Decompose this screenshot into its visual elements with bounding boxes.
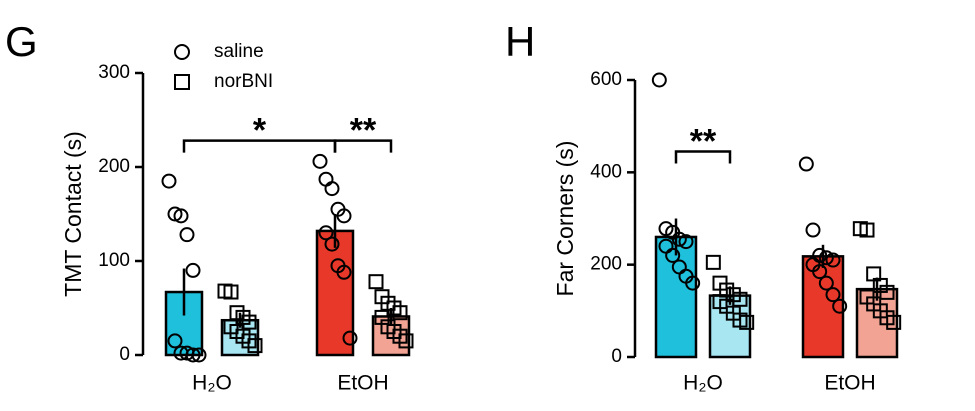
legend-marker	[174, 74, 190, 90]
data-point	[832, 298, 848, 314]
y-tick-label: 200	[98, 156, 130, 177]
y-tick-label: 200	[590, 254, 622, 275]
data-point	[336, 208, 352, 224]
significance-bracket	[333, 139, 393, 153]
y-axis-label: Far Corners (s)	[552, 141, 578, 297]
data-point	[818, 275, 834, 291]
data-point	[392, 305, 408, 321]
data-point	[818, 250, 834, 266]
x-tick-label: EtOH	[824, 372, 875, 395]
data-point	[167, 333, 183, 349]
y-tick-label: 0	[119, 344, 130, 365]
data-point	[173, 208, 189, 224]
x-tick-label: H₂O	[192, 372, 232, 395]
data-point	[223, 284, 239, 300]
data-point	[167, 206, 183, 222]
data-point	[318, 171, 334, 187]
significance-label: **	[350, 112, 377, 150]
data-point	[812, 264, 828, 280]
y-tick-label: 400	[590, 161, 622, 182]
data-point	[179, 227, 195, 243]
data-point	[665, 247, 681, 263]
data-point	[342, 330, 358, 346]
bar	[654, 235, 698, 359]
x-tick-label: H₂O	[683, 372, 723, 395]
bar	[315, 229, 355, 357]
data-point	[705, 254, 721, 270]
data-point	[825, 287, 841, 303]
data-point	[671, 231, 687, 247]
data-point	[161, 173, 177, 189]
data-point	[398, 333, 414, 349]
y-axis-label: TMT Contact (s)	[60, 131, 86, 297]
bar	[801, 255, 845, 359]
significance-bracket	[674, 150, 732, 164]
data-point	[312, 153, 328, 169]
data-point	[247, 338, 263, 354]
data-point	[825, 252, 841, 268]
data-point	[185, 262, 201, 278]
legend-marker	[174, 44, 190, 60]
legend-label: norBNI	[214, 71, 273, 92]
legend-label: saline	[214, 41, 264, 62]
data-point	[678, 234, 694, 250]
data-point	[324, 181, 340, 197]
y-tick-label: 100	[98, 250, 130, 271]
data-point	[859, 222, 875, 238]
significance-label: *	[253, 112, 267, 150]
x-tick-label: EtOH	[337, 372, 388, 395]
data-point	[805, 222, 821, 238]
significance-label: **	[690, 123, 717, 161]
data-point	[685, 275, 701, 291]
y-tick-label: 300	[98, 62, 130, 83]
data-point	[241, 314, 257, 330]
data-point	[879, 284, 895, 300]
data-point	[651, 72, 667, 88]
data-point	[191, 347, 207, 363]
data-point	[336, 264, 352, 280]
data-point	[368, 274, 384, 290]
data-point	[324, 236, 340, 252]
data-point	[739, 314, 755, 330]
data-point	[318, 225, 334, 241]
data-point	[185, 347, 201, 363]
panel-label: H	[505, 18, 535, 65]
data-point	[798, 156, 814, 172]
y-tick-label: 600	[590, 69, 622, 90]
panel-label: G	[5, 18, 38, 65]
y-tick-label: 0	[611, 346, 622, 367]
data-point	[886, 314, 902, 330]
